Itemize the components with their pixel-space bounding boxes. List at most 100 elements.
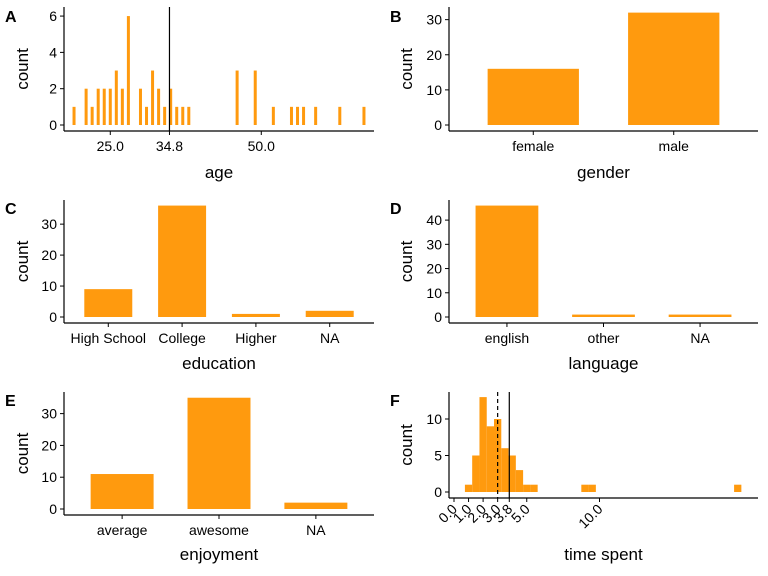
histogram-bar bbox=[90, 106, 94, 125]
histogram-bar bbox=[169, 88, 173, 125]
x-tick-label: High School bbox=[71, 330, 147, 346]
histogram-bar bbox=[187, 106, 191, 125]
x-tick-label: english bbox=[485, 330, 529, 346]
x-axis-title: enjoyment bbox=[180, 545, 259, 564]
histogram-bar bbox=[108, 88, 112, 125]
histogram-bar bbox=[145, 106, 149, 125]
histogram-bar bbox=[151, 70, 155, 125]
y-tick-label: 40 bbox=[426, 212, 442, 228]
histogram-bar bbox=[508, 455, 516, 492]
histogram-bar bbox=[464, 484, 473, 492]
panel-b: female male 0 10 20 30 gender count B bbox=[390, 7, 758, 182]
panel-e: average awesome NA 0 10 20 30 enjoyment count E bbox=[5, 392, 374, 564]
y-tick-label: 0 bbox=[49, 117, 57, 133]
histogram-bar bbox=[362, 106, 366, 125]
bar-na bbox=[668, 314, 732, 317]
x-tick-label: 50.0 bbox=[248, 138, 275, 154]
y-tick-label: 0 bbox=[434, 484, 442, 500]
y-tick-label: 0 bbox=[434, 117, 442, 133]
histogram-bar bbox=[114, 70, 118, 125]
histogram-bar bbox=[96, 88, 100, 125]
y-tick-label: 10 bbox=[426, 82, 442, 98]
histogram-bar bbox=[138, 88, 142, 125]
x-tick-label: 34.8 bbox=[156, 138, 183, 154]
bar-other bbox=[572, 314, 635, 317]
y-tick-label: 10 bbox=[41, 469, 57, 485]
y-tick-label: 6 bbox=[49, 8, 57, 24]
bar-high-school bbox=[84, 289, 133, 317]
y-tick-label: 5 bbox=[434, 448, 442, 464]
histogram-bar bbox=[253, 70, 257, 125]
x-tick-label: average bbox=[97, 522, 148, 538]
histogram-bar bbox=[181, 106, 185, 125]
histogram-bar bbox=[501, 448, 509, 492]
histogram-bar bbox=[523, 484, 531, 492]
y-tick-label: 20 bbox=[426, 261, 442, 277]
bar-college bbox=[158, 205, 207, 317]
histogram-bar bbox=[126, 16, 130, 126]
y-tick-label: 20 bbox=[41, 247, 57, 263]
y-tick-label: 10 bbox=[426, 285, 442, 301]
histogram-bar bbox=[120, 88, 124, 125]
x-tick-label: awesome bbox=[189, 522, 249, 538]
x-axis-title: age bbox=[205, 163, 233, 182]
panel-tag: D bbox=[390, 201, 402, 218]
histogram-bar bbox=[157, 88, 161, 125]
x-axis-title: education bbox=[182, 354, 256, 373]
bar-awesome bbox=[187, 397, 251, 509]
y-axis-title: count bbox=[13, 240, 32, 282]
y-axis-title: count bbox=[397, 48, 416, 90]
bar-higher bbox=[231, 313, 280, 317]
y-tick-label: 4 bbox=[49, 44, 57, 60]
y-tick-label: 0 bbox=[49, 309, 57, 325]
y-tick-label: 20 bbox=[41, 437, 57, 453]
x-tick-label: 10.0 bbox=[575, 501, 606, 532]
histogram-bar bbox=[296, 106, 300, 125]
histogram-bar bbox=[588, 484, 596, 492]
x-tick-label: College bbox=[158, 330, 206, 346]
bar-na bbox=[305, 310, 354, 317]
y-axis-title: count bbox=[13, 48, 32, 90]
histogram-bar bbox=[72, 106, 76, 125]
y-tick-label: 20 bbox=[426, 47, 442, 63]
histogram-bar bbox=[163, 106, 167, 125]
panel-tag: E bbox=[5, 393, 16, 410]
panel-tag: B bbox=[390, 9, 402, 26]
x-tick-label: NA bbox=[320, 330, 340, 346]
panel-tag: F bbox=[390, 393, 400, 410]
histogram-bar bbox=[734, 484, 742, 492]
x-tick-label: 5.0 bbox=[508, 501, 533, 526]
bar-female bbox=[487, 68, 579, 125]
x-axis-title: language bbox=[569, 354, 639, 373]
histogram-bar bbox=[235, 70, 239, 125]
y-tick-label: 30 bbox=[41, 406, 57, 422]
y-tick-label: 0 bbox=[49, 501, 57, 517]
histogram-bar bbox=[175, 106, 179, 125]
x-tick-label: 25.0 bbox=[97, 138, 124, 154]
histogram-bar bbox=[472, 455, 480, 492]
x-tick-label: NA bbox=[306, 522, 326, 538]
y-tick-label: 10 bbox=[41, 278, 57, 294]
y-tick-label: 2 bbox=[49, 81, 57, 97]
y-tick-label: 30 bbox=[41, 216, 57, 232]
histogram-bar bbox=[479, 397, 487, 492]
y-tick-label: 10 bbox=[426, 411, 442, 427]
histogram-bar bbox=[102, 88, 106, 125]
bar-male bbox=[628, 12, 720, 125]
panel-tag: C bbox=[5, 201, 17, 218]
histogram-bar bbox=[581, 484, 589, 492]
bar-na bbox=[284, 502, 348, 509]
histogram-bar bbox=[530, 484, 538, 492]
histogram-bar bbox=[515, 470, 524, 492]
histogram-bar bbox=[338, 106, 342, 125]
x-tick-label: Higher bbox=[235, 330, 277, 346]
x-tick-label: NA bbox=[690, 330, 710, 346]
histogram-bar bbox=[271, 106, 275, 125]
y-axis-title: count bbox=[397, 424, 416, 466]
bar-english bbox=[475, 205, 539, 317]
x-tick-label: male bbox=[659, 138, 690, 154]
x-tick-label: other bbox=[588, 330, 620, 346]
histogram-bar bbox=[302, 106, 306, 125]
